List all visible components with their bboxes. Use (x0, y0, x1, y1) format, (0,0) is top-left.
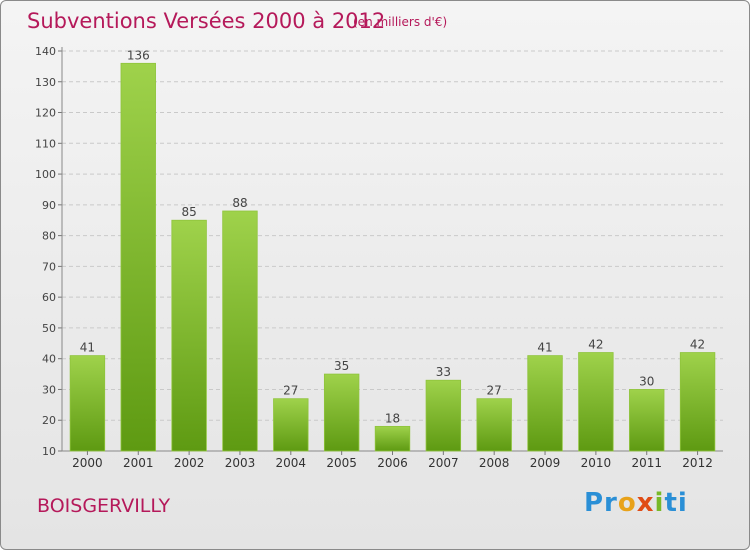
y-tick-label: 50 (42, 322, 56, 335)
y-tick-label: 60 (42, 291, 56, 304)
bar-value-label: 27 (283, 384, 298, 398)
y-tick-label: 30 (42, 383, 56, 396)
bar-value-label: 42 (588, 338, 603, 352)
x-tick-label: 2000 (72, 456, 103, 470)
x-tick-label: 2009 (530, 456, 561, 470)
x-tick-label: 2001 (123, 456, 154, 470)
logo-part-1: Pr (584, 488, 618, 518)
x-tick-label: 2006 (377, 456, 408, 470)
bar (425, 379, 462, 452)
x-tick-label: 2002 (174, 456, 205, 470)
bar-value-label: 42 (690, 338, 705, 352)
y-tick-label: 140 (35, 45, 56, 58)
bar (374, 425, 411, 452)
bar (171, 219, 207, 452)
bar-value-label: 136 (127, 48, 150, 62)
y-tick-label: 100 (35, 168, 56, 181)
bar-value-label: 30 (639, 374, 654, 388)
logo-part-5: ti (664, 488, 688, 518)
x-tick-label: 2007 (428, 456, 459, 470)
logo-part-2: o (617, 488, 637, 518)
bar (69, 355, 106, 452)
bar (476, 398, 512, 452)
y-tick-label: 90 (42, 199, 56, 212)
bar-value-label: 41 (80, 341, 95, 355)
x-tick-label: 2008 (479, 456, 510, 470)
bar-value-label: 27 (487, 384, 502, 398)
bar (120, 62, 156, 452)
bar-value-label: 85 (181, 205, 196, 219)
chart-subtitle: (en milliers d'€) (353, 15, 448, 29)
bar-value-label: 18 (385, 411, 400, 425)
bar-value-label: 35 (334, 359, 349, 373)
y-tick-label: 40 (42, 353, 56, 366)
x-tick-label: 2010 (581, 456, 612, 470)
x-tick-label: 2012 (682, 456, 713, 470)
y-tick-label: 70 (42, 260, 56, 273)
x-tick-label: 2003 (225, 456, 256, 470)
y-tick-label: 130 (35, 76, 56, 89)
logo-part-3: x (636, 488, 655, 518)
bar-value-label: 41 (537, 341, 552, 355)
bar (273, 398, 309, 452)
y-tick-label: 80 (42, 230, 56, 243)
commune-name: BOISGERVILLY (37, 495, 171, 517)
bar (629, 389, 665, 452)
x-tick-label: 2004 (276, 456, 307, 470)
x-tick-label: 2005 (326, 456, 357, 470)
bar (679, 352, 716, 452)
bar (323, 373, 360, 452)
bar (527, 355, 563, 452)
y-tick-label: 20 (42, 414, 56, 427)
bar-value-label: 33 (436, 365, 451, 379)
y-tick-label: 110 (35, 137, 56, 150)
chart-title: Subventions Versées 2000 à 2012 (27, 9, 386, 33)
bar (578, 352, 614, 452)
x-tick-label: 2011 (631, 456, 662, 470)
bar (222, 210, 258, 452)
y-tick-label: 120 (35, 107, 56, 120)
proxiti-logo: Proxiti (584, 488, 688, 518)
y-tick-label: 10 (42, 445, 56, 458)
logo-part-4: i (654, 488, 665, 518)
bar-value-label: 88 (232, 196, 247, 210)
